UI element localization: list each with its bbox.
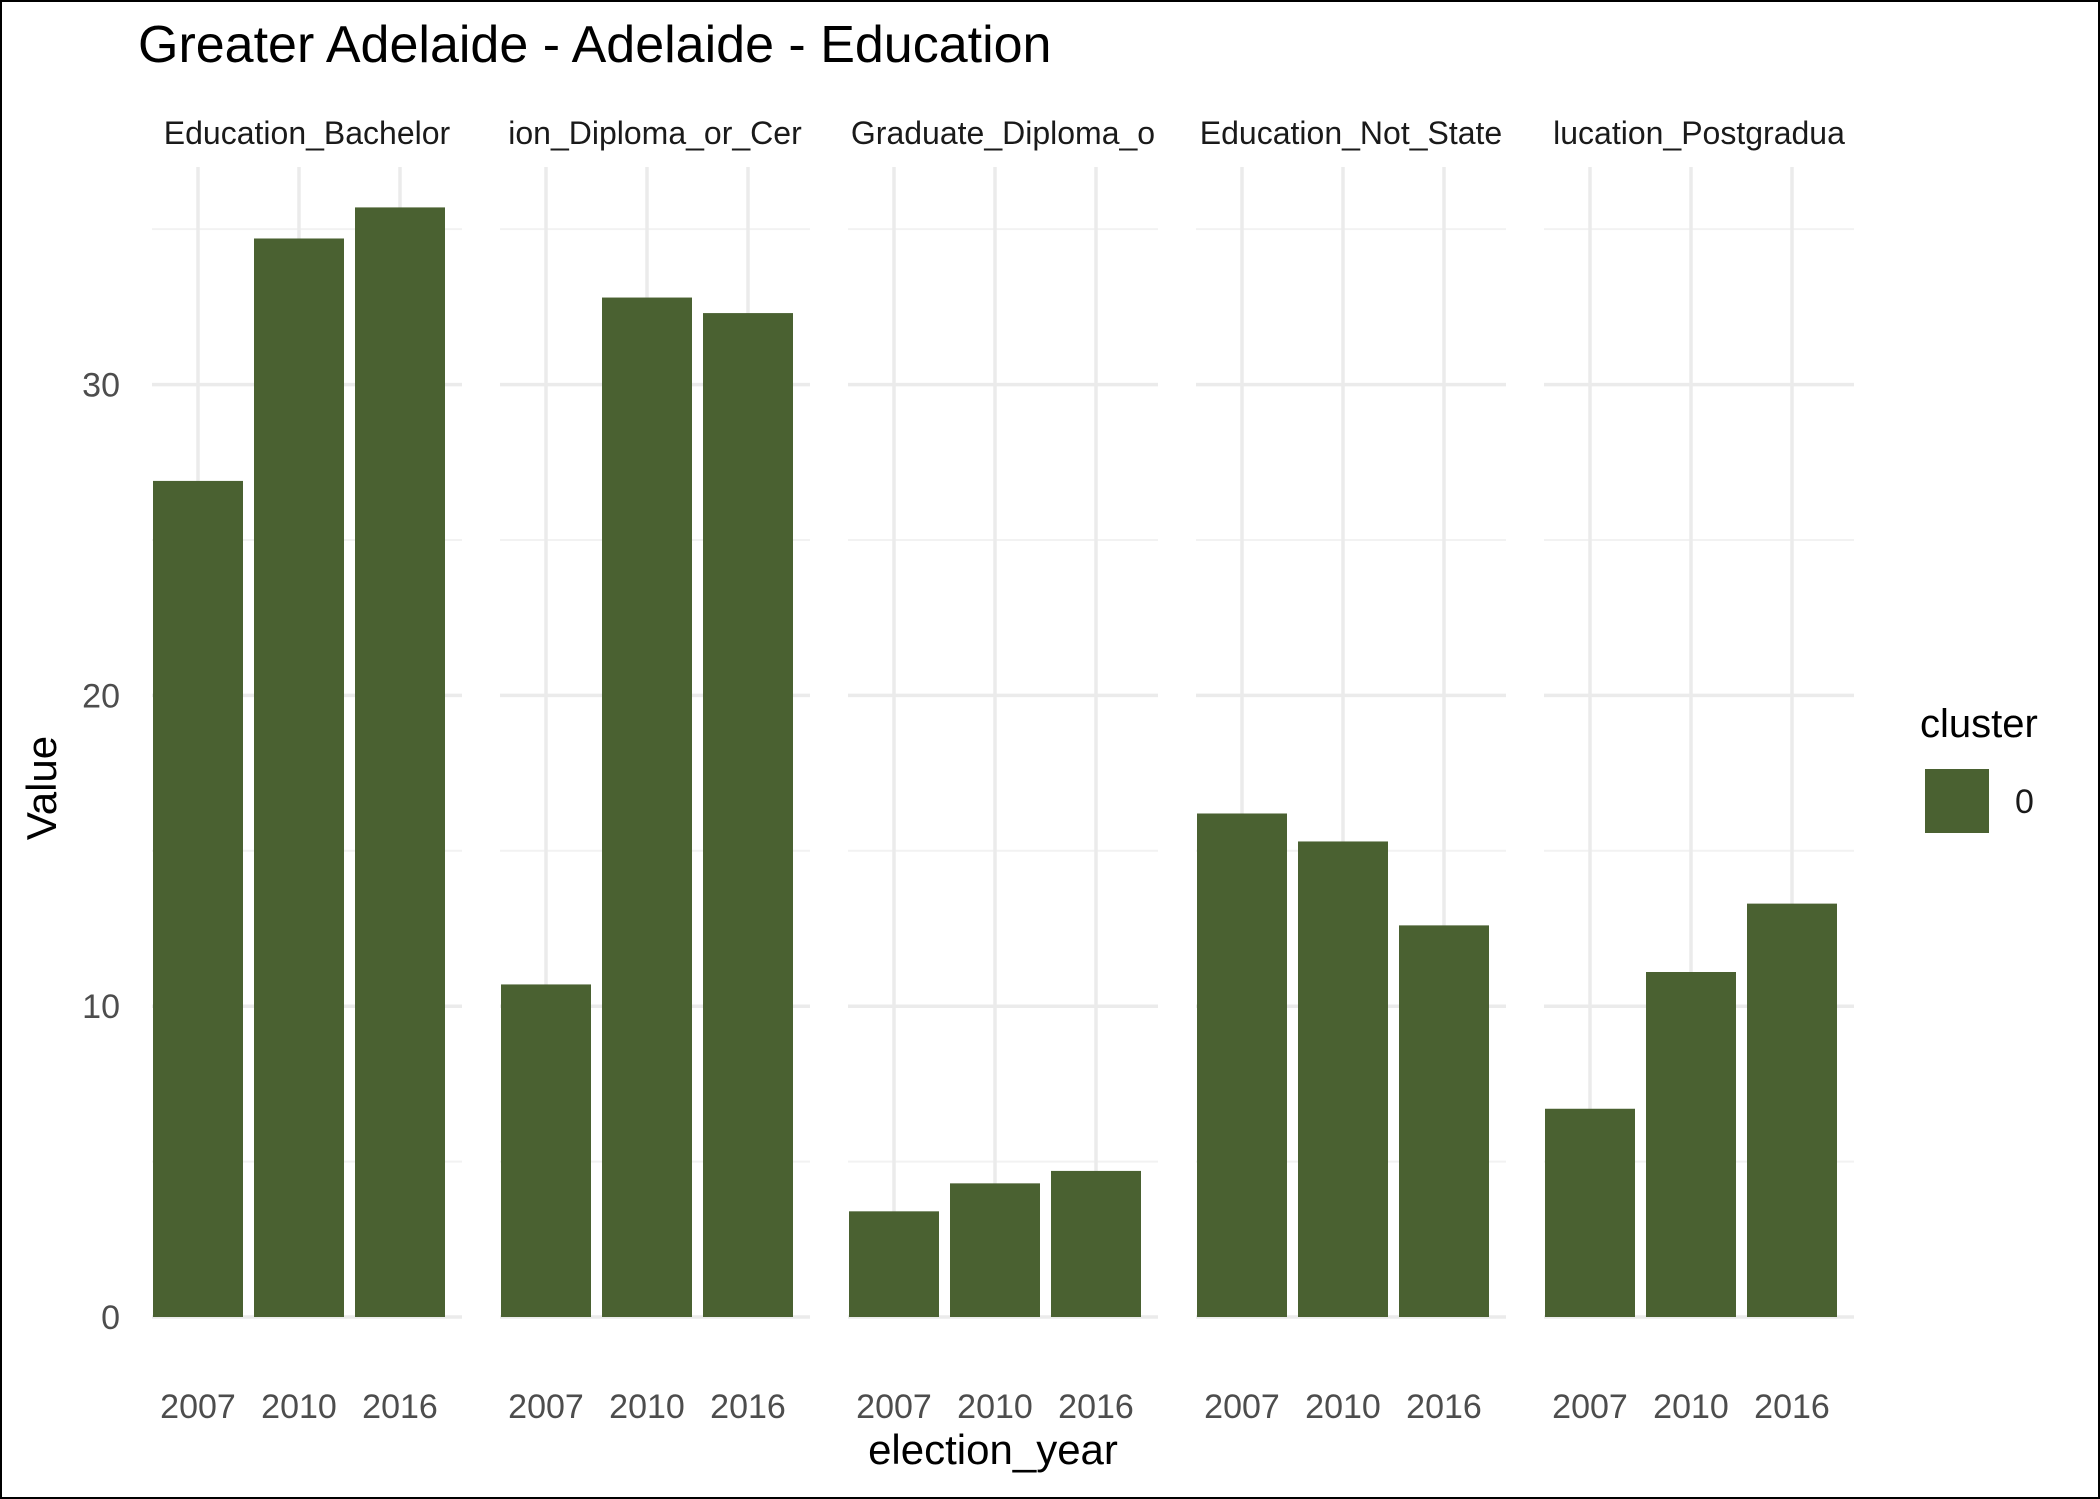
x-tick-label: 2010 [261,1388,337,1426]
x-tick-label: 2007 [1552,1388,1628,1426]
facet-panel: Graduate_Diploma_o 2007 2010 2016 [848,115,1158,1426]
x-tick-label: 2010 [609,1388,685,1426]
x-tick-label: 2007 [160,1388,236,1426]
legend-label: 0 [2015,783,2034,821]
y-tick-label: 20 [82,677,120,715]
y-tick-label: 0 [101,1299,120,1337]
x-tick-label: 2016 [1058,1388,1134,1426]
facet-panel: ion_Diploma_or_Cer 2007 2010 2016 [500,115,810,1426]
bar [849,1211,939,1317]
bar [602,297,692,1317]
bar [1298,841,1388,1317]
bar [254,238,344,1318]
x-axis-title: election_year [868,1426,1118,1473]
facet-strip-label: ion_Diploma_or_Cer [508,115,802,151]
x-tick-label: 2010 [1305,1388,1381,1426]
bar [1399,925,1489,1317]
bar [1197,813,1287,1317]
y-tick-label: 10 [82,988,120,1026]
facet-panel: lucation_Postgradua 2007 2010 2016 [1544,115,1854,1426]
x-tick-label: 2007 [856,1388,932,1426]
facet-strip-label: Education_Not_State [1200,115,1502,151]
x-tick-label: 2016 [1406,1388,1482,1426]
facet-strip-label: Education_Bachelor [164,115,451,151]
x-tick-label: 2010 [957,1388,1033,1426]
bar [703,313,793,1318]
x-tick-label: 2016 [710,1388,786,1426]
bar [153,480,243,1317]
y-tick-label: 30 [82,367,120,405]
chart-title: Greater Adelaide - Adelaide - Education [138,16,1051,74]
x-tick-label: 2016 [1754,1388,1830,1426]
x-tick-label: 2016 [362,1388,438,1426]
legend-title: cluster [1920,702,2038,746]
facet-panel: Education_Bachelor 2007 2010 2016 [152,115,462,1426]
legend-key-swatch [1925,769,1989,833]
x-tick-label: 2007 [1204,1388,1280,1426]
legend: cluster 0 [1920,702,2038,833]
bar [1051,1170,1141,1317]
y-axis-title: Value [18,736,65,840]
facet-strip-label: Graduate_Diploma_o [851,115,1155,151]
bar [950,1183,1040,1317]
bar [1646,972,1736,1317]
bar [355,207,445,1318]
x-tick-label: 2010 [1653,1388,1729,1426]
facet-strip-label: lucation_Postgradua [1553,115,1845,151]
x-tick-label: 2007 [508,1388,584,1426]
bar [1747,903,1837,1317]
bar [1545,1108,1635,1317]
bar [501,984,591,1317]
facet-panel: Education_Not_State 2007 2010 2016 [1196,115,1506,1426]
